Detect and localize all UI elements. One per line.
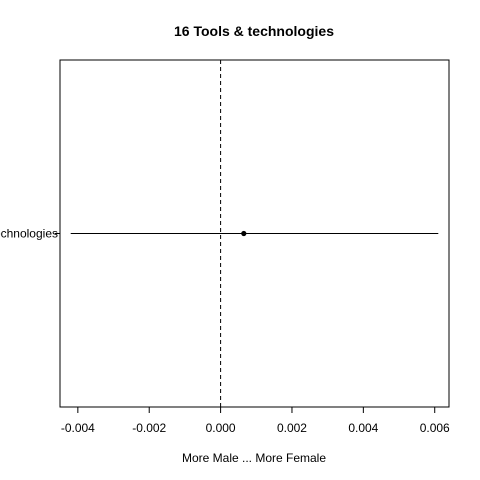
point-estimate (241, 230, 247, 237)
x-axis: -0.004 -0.002 0.000 0.002 0.004 0.006 (61, 406, 450, 435)
x-tick-label: 0.004 (348, 421, 378, 435)
x-tick-label: -0.002 (132, 421, 166, 435)
x-tick-label: 0.006 (420, 421, 450, 435)
plot-marks (70, 230, 439, 237)
x-tick-label: -0.004 (61, 421, 95, 435)
x-tick-label: 0.002 (277, 421, 307, 435)
x-tick-label: 0.000 (206, 421, 236, 435)
y-tick-label: Tools & technologies (0, 227, 58, 241)
x-axis-label: More Male ... More Female (182, 451, 326, 465)
chart-title: 16 Tools & technologies (174, 23, 334, 39)
y-axis: Tools & technologies (0, 227, 60, 241)
